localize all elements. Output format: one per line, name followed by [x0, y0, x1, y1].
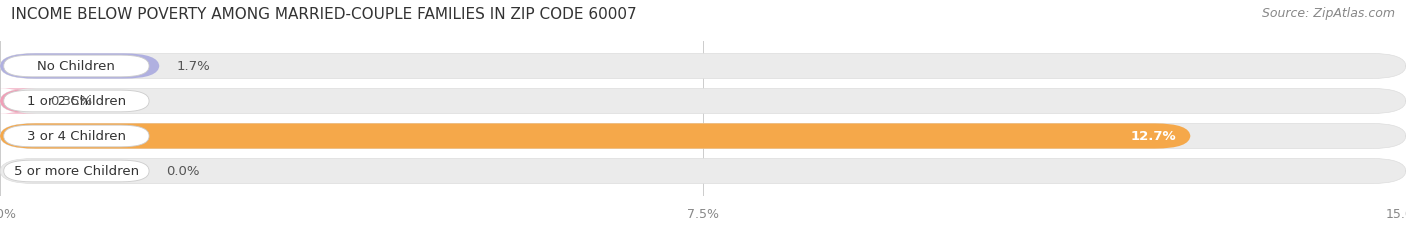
- Text: No Children: No Children: [38, 60, 115, 73]
- FancyBboxPatch shape: [4, 126, 149, 147]
- Text: 0.35%: 0.35%: [49, 95, 91, 108]
- Text: INCOME BELOW POVERTY AMONG MARRIED-COUPLE FAMILIES IN ZIP CODE 60007: INCOME BELOW POVERTY AMONG MARRIED-COUPL…: [11, 7, 637, 22]
- Text: 1 or 2 Children: 1 or 2 Children: [27, 95, 127, 108]
- Text: 12.7%: 12.7%: [1130, 130, 1177, 143]
- Text: 1.7%: 1.7%: [176, 60, 209, 73]
- FancyBboxPatch shape: [0, 124, 1406, 149]
- FancyBboxPatch shape: [4, 56, 149, 77]
- Text: Source: ZipAtlas.com: Source: ZipAtlas.com: [1261, 7, 1395, 20]
- FancyBboxPatch shape: [4, 91, 149, 112]
- FancyBboxPatch shape: [0, 89, 1406, 114]
- Text: 3 or 4 Children: 3 or 4 Children: [27, 130, 127, 143]
- FancyBboxPatch shape: [0, 54, 159, 79]
- FancyBboxPatch shape: [0, 159, 1406, 184]
- Text: 0.0%: 0.0%: [166, 165, 200, 178]
- FancyBboxPatch shape: [4, 161, 149, 182]
- FancyBboxPatch shape: [0, 124, 1191, 149]
- Text: 5 or more Children: 5 or more Children: [14, 165, 139, 178]
- FancyBboxPatch shape: [0, 89, 35, 114]
- FancyBboxPatch shape: [0, 54, 1406, 79]
